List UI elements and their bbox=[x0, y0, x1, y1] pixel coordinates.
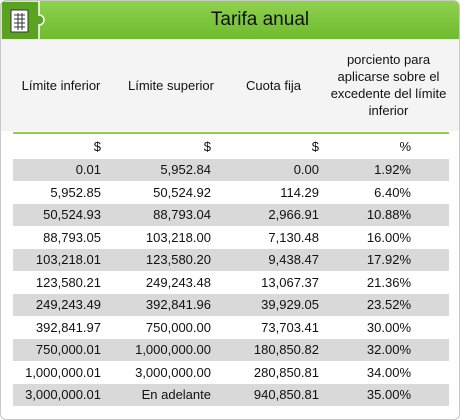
table-cell: 1,000,000.01 bbox=[25, 364, 101, 380]
table-cell: 88,793.05 bbox=[43, 229, 101, 245]
table-cell: 35.00% bbox=[366, 387, 411, 402]
table-cell: 30.00% bbox=[366, 319, 411, 335]
column-header: Límite inferior bbox=[21, 77, 101, 93]
table-cell: 180,850.82 bbox=[253, 342, 319, 357]
table-row bbox=[13, 249, 449, 271]
unit-label: $ bbox=[203, 139, 211, 154]
table-row bbox=[13, 316, 449, 339]
table-cell: 73,703.41 bbox=[261, 319, 319, 335]
table-cell: 21.36% bbox=[366, 274, 411, 290]
table-cell: 940,850.81 bbox=[253, 387, 319, 402]
table-row bbox=[13, 226, 449, 249]
table-cell: 3,000,000.01 bbox=[25, 387, 101, 402]
table-cell: 392,841.97 bbox=[35, 319, 101, 335]
table-cell: 123,580.21 bbox=[35, 274, 101, 290]
table-cell: 39,929.05 bbox=[261, 297, 319, 312]
table-icon bbox=[1, 1, 45, 43]
table-cell: 7,130.48 bbox=[268, 229, 319, 245]
table-row bbox=[13, 361, 449, 384]
column-header: porciento para aplicarse sobre el excede… bbox=[330, 52, 447, 118]
table-cell: 1.92% bbox=[374, 162, 411, 177]
table-row bbox=[13, 159, 449, 181]
header-rule bbox=[13, 132, 449, 134]
title: Tarifa anual bbox=[210, 9, 310, 30]
table-row bbox=[13, 204, 449, 226]
table-cell: 50,524.92 bbox=[153, 184, 211, 200]
table-cell: 1,000,000.00 bbox=[135, 342, 211, 357]
table-row bbox=[13, 339, 449, 361]
table-cell: 114.29 bbox=[280, 184, 319, 200]
table-cell: 123,580.20 bbox=[145, 252, 211, 267]
table-cell: 392,841.96 bbox=[145, 297, 211, 312]
unit-label: % bbox=[399, 139, 411, 154]
table-cell: 103,218.01 bbox=[35, 252, 101, 267]
table-cell: 750,000.00 bbox=[145, 319, 211, 335]
table-cell: 10.88% bbox=[366, 207, 411, 222]
table-cell: 88,793.04 bbox=[153, 207, 211, 222]
table-cell: 249,243.49 bbox=[35, 297, 101, 312]
table-cell: 6.40% bbox=[374, 184, 411, 200]
header-background bbox=[1, 39, 459, 131]
table-cell: 0.00 bbox=[293, 162, 319, 177]
table-cell: En adelante bbox=[141, 387, 211, 402]
table-cell: 103,218.00 bbox=[145, 229, 211, 245]
table-cell: 50,524.93 bbox=[43, 207, 101, 222]
table-cell: 9,438.47 bbox=[268, 252, 319, 267]
column-header: Límite superior bbox=[128, 77, 214, 93]
table-cell: 280,850.81 bbox=[253, 364, 319, 380]
table-row bbox=[13, 384, 449, 406]
table-cell: 16.00% bbox=[366, 229, 411, 245]
table-row bbox=[13, 181, 449, 204]
unit-label: $ bbox=[93, 139, 101, 154]
table-cell: 34.00% bbox=[366, 364, 411, 380]
table-cell: 0.01 bbox=[75, 162, 101, 177]
title-bar bbox=[1, 1, 459, 39]
table-row bbox=[13, 271, 449, 294]
table-cell: 32.00% bbox=[366, 342, 411, 357]
table-cell: 23.52% bbox=[366, 297, 411, 312]
column-header: Cuota fija bbox=[246, 77, 301, 93]
table-cell: 3,000,000.00 bbox=[135, 364, 211, 380]
table-cell: 249,243.48 bbox=[145, 274, 211, 290]
table-cell: 5,952.85 bbox=[50, 184, 101, 200]
table-cell: 5,952.84 bbox=[160, 162, 211, 177]
table-row bbox=[13, 294, 449, 316]
table-cell: 13,067.37 bbox=[261, 274, 319, 290]
table-cell: 17.92% bbox=[366, 252, 411, 267]
table-cell: 750,000.01 bbox=[35, 342, 101, 357]
table-cell: 2,966.91 bbox=[268, 207, 319, 222]
unit-label: $ bbox=[311, 139, 319, 154]
